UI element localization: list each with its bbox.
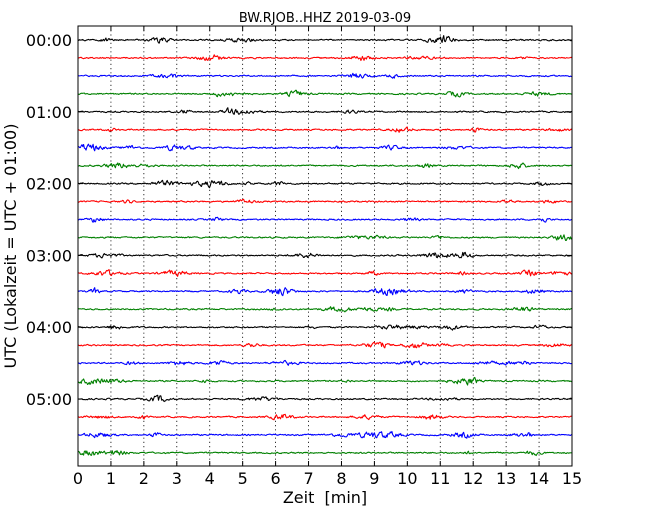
trace-line [77, 430, 573, 439]
x-tick-label: 0 [73, 469, 83, 488]
trace-line [77, 198, 573, 204]
trace-line [77, 234, 573, 242]
x-tick-label: 2 [139, 469, 149, 488]
x-tick-label: 12 [463, 469, 483, 488]
y-tick-label: 01:00 [26, 103, 72, 122]
x-tick-label: 8 [336, 469, 346, 488]
trace-line [77, 394, 573, 403]
plot-frame [77, 25, 573, 467]
y-tick-label: 00:00 [26, 31, 72, 50]
trace-line [77, 143, 573, 152]
trace-line [77, 107, 573, 115]
x-tick-label: 6 [271, 469, 281, 488]
trace-line [77, 162, 573, 170]
x-tick-label: 7 [303, 469, 313, 488]
trace-line [77, 269, 573, 277]
trace-line [77, 413, 573, 421]
x-tick-label: 14 [529, 469, 549, 488]
x-axis-label: Zeit [min] [283, 488, 367, 507]
x-tick-label: 11 [430, 469, 450, 488]
x-tick-label: 5 [238, 469, 248, 488]
trace-line [77, 287, 573, 297]
y-tick-label: 02:00 [26, 175, 72, 194]
x-tick-label: 1 [106, 469, 116, 488]
trace-line [77, 450, 573, 457]
y-axis-label: UTC (Lokalzeit = UTC + 01:00) [1, 124, 20, 369]
trace-line [77, 35, 573, 44]
trace-line [77, 341, 573, 349]
trace-line [77, 324, 573, 331]
x-tick-label: 4 [205, 469, 215, 488]
trace-line [77, 216, 573, 223]
trace-line [77, 72, 573, 79]
x-tick-label: 10 [397, 469, 417, 488]
x-tick-label: 9 [369, 469, 379, 488]
trace-line [77, 179, 573, 189]
y-axis-ticks: 00:00 01:00 02:00 03:00 04:00 05:00 [26, 31, 572, 409]
trace-group [77, 35, 573, 457]
chart-title: BW.RJOB..HHZ 2019-03-09 [239, 11, 411, 26]
trace-line [77, 89, 573, 98]
y-tick-label: 05:00 [26, 390, 72, 409]
y-tick-label: 03:00 [26, 246, 72, 265]
trace-line [77, 126, 573, 133]
trace-line [77, 359, 573, 366]
x-axis-ticks: 0 1 2 3 4 5 6 7 8 9 10 11 12 13 14 15 [73, 26, 582, 488]
trace-line [77, 54, 573, 62]
trace-line [77, 306, 573, 313]
x-tick-label: 15 [562, 469, 582, 488]
trace-line [77, 251, 573, 259]
y-tick-label: 04:00 [26, 318, 72, 337]
x-tick-label: 3 [172, 469, 182, 488]
trace-line [77, 376, 573, 386]
x-tick-label: 13 [496, 469, 516, 488]
